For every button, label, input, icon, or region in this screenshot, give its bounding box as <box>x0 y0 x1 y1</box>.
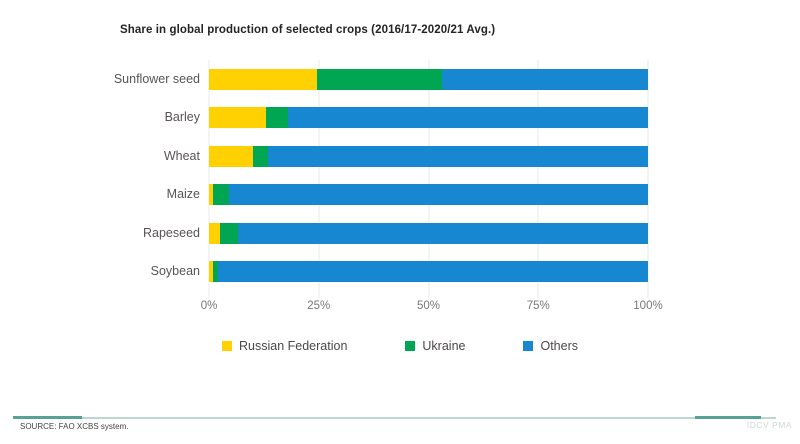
bar-row: Wheat <box>0 145 660 167</box>
category-label: Soybean <box>150 264 200 278</box>
x-tick-label: 25% <box>307 300 331 312</box>
legend-label: Russian Federation <box>239 339 348 353</box>
legend-swatch <box>523 341 534 351</box>
stacked-bar <box>209 69 648 90</box>
footer-divider-accent-left <box>13 416 82 419</box>
bar-row: Soybean <box>0 261 660 282</box>
x-tick-label: 0% <box>200 300 218 312</box>
bar-segment-others <box>228 184 648 206</box>
bar-segment-russian-federation <box>209 69 317 90</box>
bar-segment-ukraine <box>252 145 269 167</box>
legend-swatch <box>405 341 416 351</box>
footer-divider <box>13 417 776 419</box>
legend: Russian Federation Ukraine Others <box>0 339 800 353</box>
legend-item: Ukraine <box>405 339 465 353</box>
bar-row: Barley <box>0 107 660 129</box>
watermark: IDCV PMA <box>746 420 792 430</box>
bar-segment-others <box>441 69 648 90</box>
stacked-bar <box>209 222 648 244</box>
stacked-bar <box>209 107 648 129</box>
bar-row: Maize <box>0 184 660 206</box>
plot-area <box>208 60 649 298</box>
bar-segment-ukraine <box>219 222 238 244</box>
bar-row: Sunflower seed <box>0 69 660 90</box>
stacked-bar <box>209 184 648 206</box>
bar-row: Rapeseed <box>0 222 660 244</box>
x-axis: 0% 25% 50% 75% 100% <box>201 300 663 316</box>
stacked-bar <box>209 145 648 167</box>
category-label: Rapeseed <box>143 225 200 240</box>
gridline <box>428 60 429 298</box>
footer-divider-accent-right <box>695 416 761 419</box>
bar-segment-russian-federation <box>209 261 214 282</box>
legend-label: Others <box>540 339 578 353</box>
chart-title: Share in global production of selected c… <box>120 24 496 36</box>
legend-item: Russian Federation <box>222 339 347 353</box>
source-note: SOURCE: FAO XCBS system. <box>20 422 129 431</box>
category-label: Barley <box>164 110 200 125</box>
bar-segment-ukraine <box>213 261 218 282</box>
stacked-bar <box>209 261 648 282</box>
x-tick-label: 100% <box>633 300 663 312</box>
bar-segment-russian-federation <box>209 107 267 129</box>
bar-segment-others <box>288 107 648 129</box>
gridline <box>647 60 649 298</box>
chart-area: Sunflower seed Barley Wheat Maize Rapeseed So… <box>0 60 660 300</box>
bar-segment-russian-federation <box>209 222 220 244</box>
category-label: Wheat <box>163 148 200 163</box>
legend-swatch <box>222 341 232 351</box>
gridline <box>318 60 320 298</box>
bar-segment-ukraine <box>316 69 442 90</box>
category-label: Sunflower seed <box>113 72 200 86</box>
legend-item: Others <box>523 339 578 353</box>
legend-label: Ukraine <box>422 339 466 353</box>
gridline <box>537 60 539 298</box>
bar-segment-russian-federation <box>209 145 253 167</box>
bar-segment-ukraine <box>266 107 288 129</box>
x-tick-label: 75% <box>526 300 550 312</box>
gridline <box>208 60 210 298</box>
bar-segment-others <box>237 222 648 244</box>
bar-segment-russian-federation <box>209 184 214 206</box>
category-label: Maize <box>166 187 200 202</box>
bar-segment-others <box>217 261 648 282</box>
bar-segment-ukraine <box>213 184 229 206</box>
x-tick-label: 50% <box>416 300 441 312</box>
bar-segment-others <box>268 145 648 167</box>
